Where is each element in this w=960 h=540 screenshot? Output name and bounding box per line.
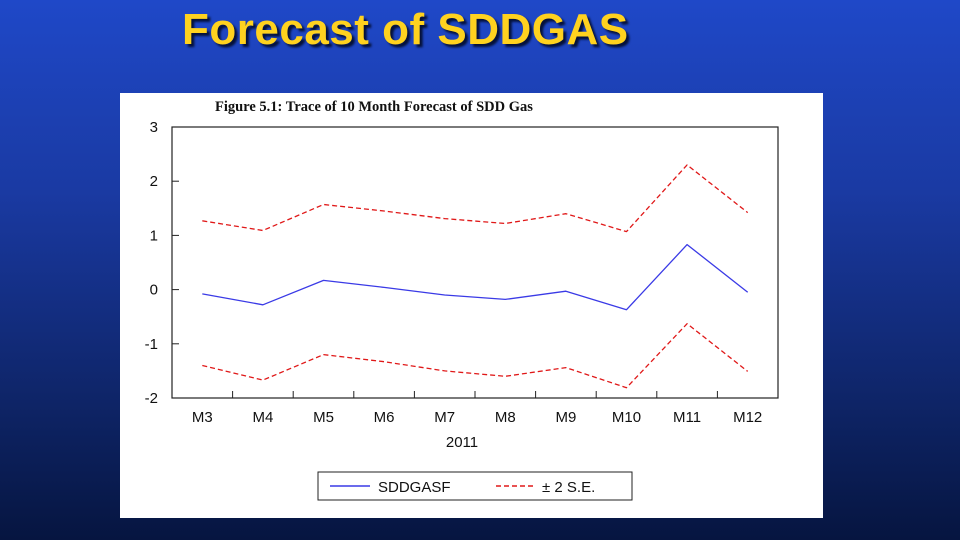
- x-tick-label: M3: [192, 409, 213, 426]
- x-tick-label: M5: [313, 409, 334, 426]
- legend: SDDGASF ± 2 S.E.: [317, 471, 633, 501]
- forecast-line: [202, 243, 749, 311]
- x-tick-label: M9: [555, 409, 576, 426]
- lower-band-line: [202, 323, 749, 389]
- y-tick-label: -2: [145, 390, 158, 407]
- y-tick-label: 1: [150, 227, 158, 244]
- series-layer: [202, 164, 749, 389]
- x-axis: M3 M4 M5 M6 M7 M8 M9 M10 M11 M12: [192, 391, 762, 426]
- y-axis: 3 2 1 0 -1 -2: [145, 119, 179, 407]
- x-tick-label: M11: [673, 409, 701, 426]
- slide-title: Forecast of SDDGAS: [182, 5, 629, 54]
- legend-label: ± 2 S.E.: [542, 479, 595, 496]
- y-tick-label: -1: [145, 336, 158, 353]
- y-tick-label: 2: [150, 173, 158, 190]
- legend-label: SDDGASF: [378, 479, 451, 496]
- y-tick-label: 0: [150, 282, 158, 299]
- legend-box: [317, 471, 633, 501]
- upper-band-line: [202, 164, 749, 233]
- x-axis-title: 2011: [446, 434, 478, 451]
- chart-panel: Figure 5.1: Trace of 10 Month Forecast o…: [120, 93, 823, 518]
- x-tick-label: M6: [374, 409, 395, 426]
- x-tick-label: M7: [434, 409, 455, 426]
- plot-frame: [171, 126, 779, 399]
- forecast-line-chart: Figure 5.1: Trace of 10 Month Forecast o…: [145, 99, 779, 501]
- chart-title: Figure 5.1: Trace of 10 Month Forecast o…: [215, 99, 533, 115]
- y-tick-label: 3: [150, 119, 158, 136]
- x-tick-label: M10: [612, 409, 641, 426]
- x-tick-label: M12: [733, 409, 762, 426]
- x-tick-label: M8: [495, 409, 516, 426]
- x-tick-label: M4: [252, 409, 273, 426]
